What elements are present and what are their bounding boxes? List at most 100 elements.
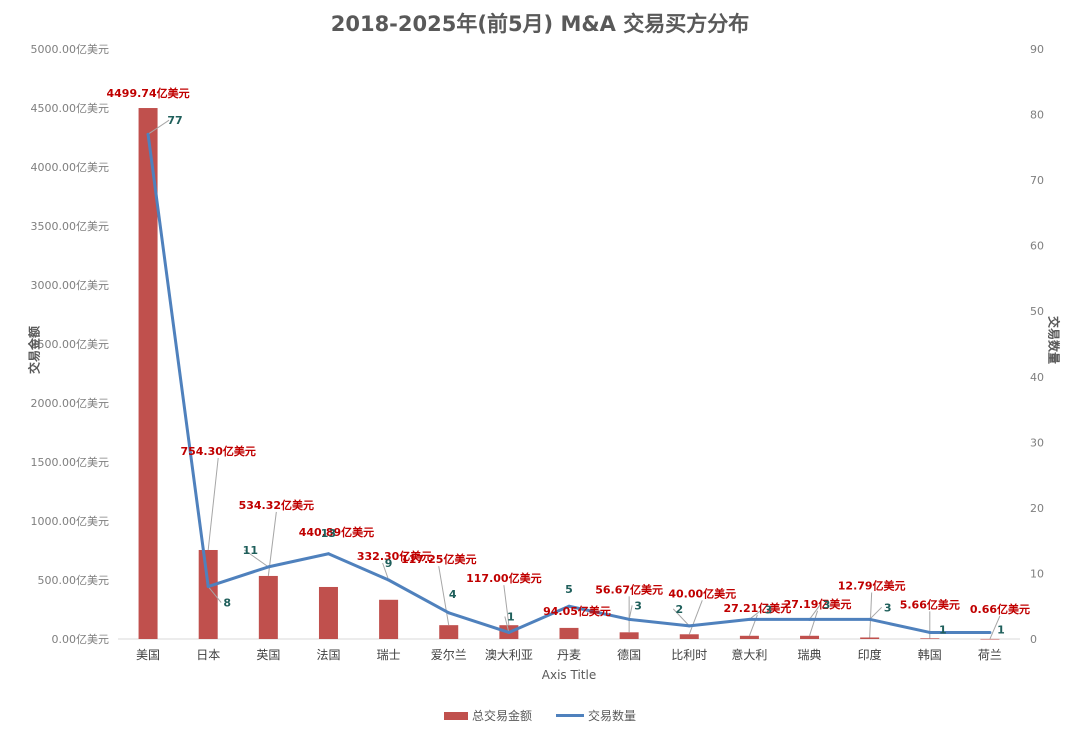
line-data-label: 9 xyxy=(385,557,393,570)
bar-label-leader xyxy=(503,585,510,626)
y-axis-title-left: 交易金额 xyxy=(27,325,42,375)
bar-label-leader xyxy=(809,610,819,636)
bar xyxy=(860,637,880,639)
legend-swatch-line xyxy=(556,714,584,717)
y-tick-label-left: 4000.00亿美元 xyxy=(31,161,110,174)
bar xyxy=(258,575,278,639)
chart-title: 2018-2025年(前5月) M&A 交易买方分布 xyxy=(330,12,750,36)
bar xyxy=(920,638,940,639)
bar xyxy=(318,586,338,639)
y-tick-label-right: 60 xyxy=(1030,240,1044,253)
line-data-label: 3 xyxy=(823,598,831,611)
line-point xyxy=(447,611,451,615)
bar xyxy=(198,549,218,639)
bar xyxy=(138,108,158,639)
legend-item-count[interactable]: 交易数量 xyxy=(556,707,636,724)
x-tick-label: 英国 xyxy=(256,648,280,662)
y-tick-label-left: 2500.00亿美元 xyxy=(31,338,110,351)
y-tick-label-left: 4500.00亿美元 xyxy=(31,102,110,115)
line-point xyxy=(206,585,210,589)
line-data-label: 13 xyxy=(321,527,336,540)
line-label-leader xyxy=(147,119,170,135)
bar-data-label: 94.05亿美元 xyxy=(543,604,611,618)
bar xyxy=(980,638,1000,640)
y-tick-label-right: 10 xyxy=(1030,567,1044,580)
line-label-leader xyxy=(749,608,763,620)
y-tick-label-left: 1000.00亿美元 xyxy=(31,515,110,528)
series-line-count xyxy=(146,134,990,634)
line-label-leader xyxy=(869,606,883,620)
y-tick-label-right: 90 xyxy=(1030,43,1044,56)
y-tick-label-right: 40 xyxy=(1030,371,1044,384)
x-tick-label: 瑞士 xyxy=(377,648,401,662)
bar-data-label: 4499.74亿美元 xyxy=(107,86,190,100)
x-tick-label: 印度 xyxy=(858,647,882,662)
line-label-leader xyxy=(382,562,390,581)
bar-data-label: 5.66亿美元 xyxy=(900,597,960,611)
bar-data-label: 27.21亿美元 xyxy=(724,601,792,615)
line-point xyxy=(808,617,812,621)
line-data-label: 8 xyxy=(223,597,231,610)
bar xyxy=(439,625,459,639)
x-tick-label: 爱尔兰 xyxy=(431,647,467,662)
bar-data-label: 40.00亿美元 xyxy=(668,586,736,600)
y-tick-label-left: 3000.00亿美元 xyxy=(31,279,110,292)
line-data-label: 77 xyxy=(167,114,182,127)
line-point xyxy=(868,617,872,621)
bar-label-leader xyxy=(989,615,1001,640)
line-data-label: 5 xyxy=(565,583,573,596)
y-tick-label-left: 3500.00亿美元 xyxy=(31,220,110,233)
y-tick-label-left: 2000.00亿美元 xyxy=(31,397,110,410)
x-tick-label: 意大利 xyxy=(731,647,767,662)
x-tick-label: 美国 xyxy=(136,648,160,662)
y-tick-label-left: 5000.00亿美元 xyxy=(31,43,110,56)
legend-item-amount[interactable]: 总交易金额 xyxy=(443,707,532,724)
bar-data-label: 0.66亿美元 xyxy=(970,602,1030,616)
bar-data-label: 117.00亿美元 xyxy=(466,571,541,585)
x-tick-label: 瑞典 xyxy=(798,648,822,662)
line-point xyxy=(627,617,631,621)
bar-data-label: 12.79亿美元 xyxy=(838,578,906,592)
bar xyxy=(679,634,699,639)
line-data-label: 11 xyxy=(243,544,258,557)
y-axis-title-right: 交易数量 xyxy=(1046,315,1061,365)
y-tick-label-right: 30 xyxy=(1030,436,1044,449)
x-tick-label: 德国 xyxy=(617,647,641,662)
bar-data-label: 534.32亿美元 xyxy=(239,498,314,512)
bar-label-leader xyxy=(438,566,450,626)
bar xyxy=(739,635,759,639)
line-label-leader xyxy=(628,605,633,620)
y-tick-label-right: 70 xyxy=(1030,174,1044,187)
bar xyxy=(619,632,639,639)
y-tick-label-right: 20 xyxy=(1030,502,1044,515)
legend-label-count: 交易数量 xyxy=(588,709,637,723)
legend-swatch-bar xyxy=(443,711,468,720)
line-point xyxy=(988,630,992,634)
x-tick-label: 日本 xyxy=(196,648,220,662)
x-axis-title: Axis Title xyxy=(541,668,597,682)
line-data-label: 4 xyxy=(449,588,457,601)
bar-data-label: 332.30亿美元 xyxy=(357,549,432,563)
line-point xyxy=(687,624,691,628)
x-tick-label: 比利时 xyxy=(671,648,707,662)
line-label-leader xyxy=(504,616,510,633)
line-point xyxy=(387,578,391,582)
line-point xyxy=(928,630,932,634)
line-data-label: 3 xyxy=(634,599,642,612)
y-tick-label-left: 0.00亿美元 xyxy=(52,633,110,646)
line-data-label: 1 xyxy=(507,610,515,623)
bar xyxy=(800,635,820,639)
line-label-leader xyxy=(672,608,690,627)
line-label-leader xyxy=(809,604,821,620)
y-tick-label-left: 1500.00亿美元 xyxy=(31,456,110,469)
line-data-label: 2 xyxy=(675,603,683,616)
x-tick-label: 法国 xyxy=(316,648,340,662)
bar-label-leader xyxy=(688,600,703,635)
line-point xyxy=(266,565,270,569)
line-point xyxy=(146,132,150,136)
y-tick-label-left: 500.00亿美元 xyxy=(38,574,110,587)
bar-data-label: 440.89亿美元 xyxy=(299,525,374,539)
x-tick-label: 澳大利亚 xyxy=(485,648,533,662)
y-tick-label-right: 80 xyxy=(1030,109,1044,122)
